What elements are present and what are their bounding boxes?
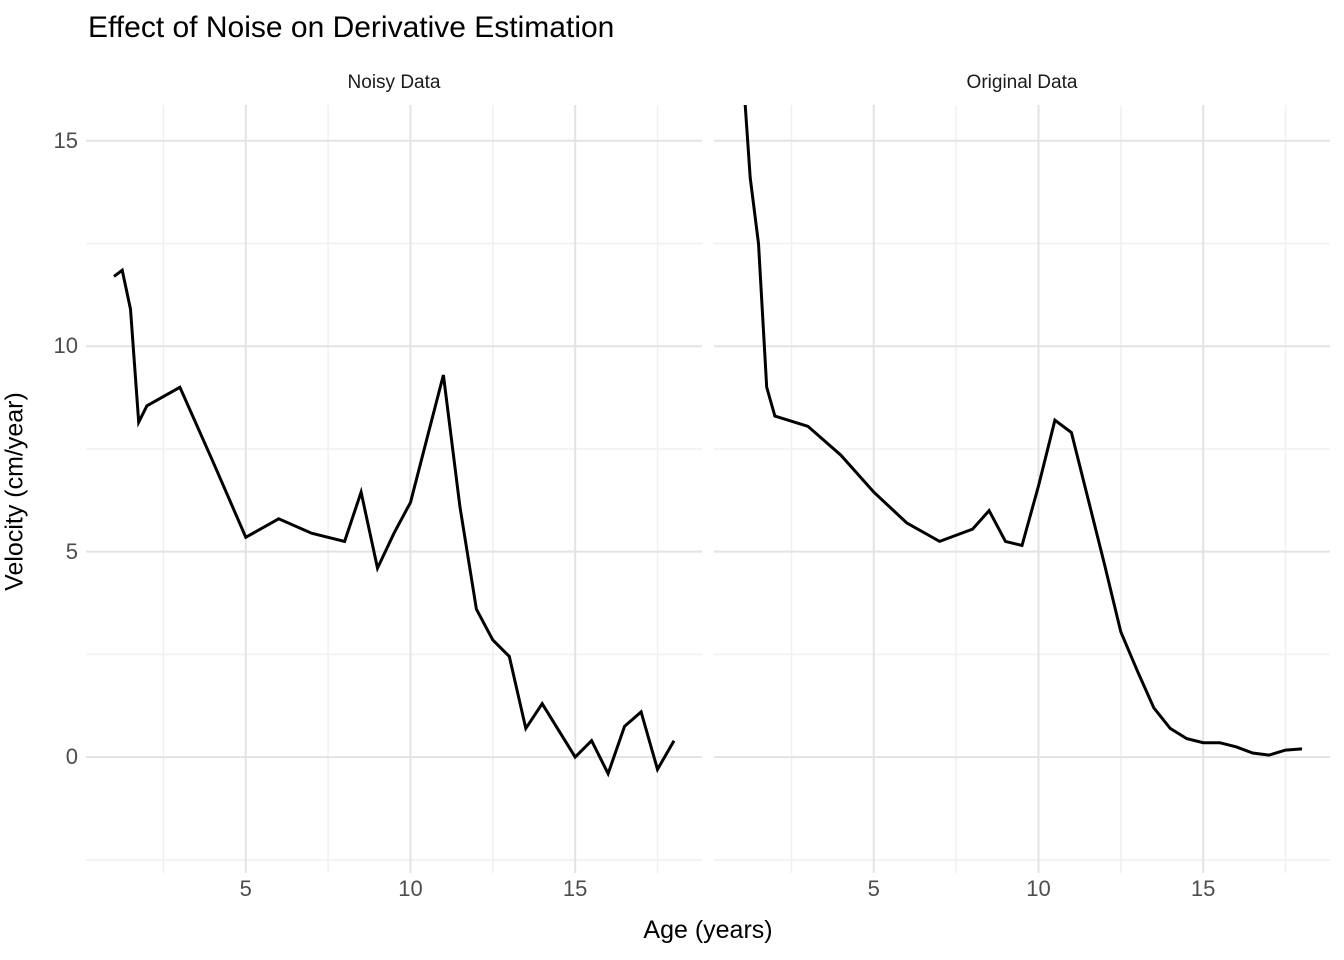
panel-noisy-data [86, 105, 702, 873]
x-tick-label: 5 [867, 876, 880, 901]
panel-original-data [714, 105, 1330, 873]
x-axis-title: Age (years) [643, 916, 773, 944]
y-axis-title: Velocity (cm/year) [0, 392, 29, 591]
y-tick-label: 15 [53, 127, 78, 153]
x-tick-label: 15 [562, 876, 588, 901]
velocity-line [743, 105, 1303, 757]
plot-title: Effect of Noise on Derivative Estimation [88, 11, 615, 44]
x-tick-label: 15 [1190, 876, 1216, 901]
y-tick-label: 10 [53, 333, 78, 359]
y-tick-label: 5 [65, 538, 78, 564]
velocity-line [113, 267, 676, 778]
y-tick-label: 0 [65, 744, 78, 770]
x-tick-label: 5 [239, 876, 252, 901]
facet-strip-noisy-data: Noisy Data [347, 72, 441, 93]
x-tick-label: 10 [1026, 876, 1051, 901]
facet-strip-original-data: Original Data [966, 72, 1078, 93]
x-tick-label: 10 [398, 876, 423, 901]
